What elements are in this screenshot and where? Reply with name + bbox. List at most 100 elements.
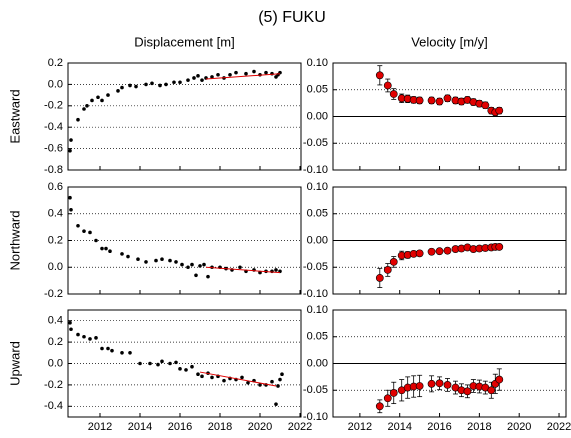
x-tick-label: 2014: [387, 421, 411, 433]
data-point: [148, 361, 152, 366]
plot-frame: [332, 309, 567, 418]
data-point: [238, 265, 242, 270]
data-point: [435, 97, 444, 106]
y-tick-label: 0.00: [307, 234, 328, 246]
data-point: [427, 247, 436, 256]
data-point: [186, 265, 190, 270]
data-point: [90, 98, 94, 103]
y-tick-label: 0.10: [307, 181, 328, 193]
data-point: [172, 80, 176, 85]
x-tick-label: 2020: [248, 421, 272, 433]
data-point: [240, 375, 244, 380]
data-point: [190, 364, 194, 369]
data-point: [100, 98, 104, 103]
data-point: [68, 148, 72, 153]
data-point: [389, 257, 398, 266]
y-tick-label: -0.05: [303, 384, 328, 396]
y-tick-label: -0.2: [44, 379, 63, 391]
data-point: [427, 96, 436, 105]
column-title: Displacement [m]: [134, 34, 234, 49]
fit-line: [205, 73, 281, 80]
y-tick-label: 0.4: [48, 208, 63, 220]
data-point: [69, 327, 73, 332]
data-point: [258, 383, 262, 387]
data-point: [192, 76, 196, 80]
y-tick-label: 0.0: [48, 78, 63, 90]
x-tick-label: 2012: [88, 421, 112, 433]
data-point: [244, 71, 248, 76]
data-point: [144, 260, 148, 264]
y-tick-label: -0.05: [303, 261, 328, 273]
data-point: [158, 83, 162, 88]
data-point: [190, 262, 194, 267]
data-point: [138, 361, 142, 366]
x-tick-label: 2022: [288, 421, 312, 433]
data-point: [415, 249, 424, 258]
y-tick-label: 0.05: [307, 208, 328, 220]
plot-frame: [67, 62, 302, 171]
fit-line: [199, 371, 277, 387]
x-tick-label: 2022: [547, 421, 571, 433]
data-point: [68, 321, 72, 325]
column-title: Velocity [m/y]: [411, 34, 488, 49]
data-point: [415, 382, 424, 390]
data-point: [495, 106, 504, 115]
data-point: [270, 379, 274, 384]
data-point: [96, 95, 100, 100]
y-tick-label: -0.4: [44, 400, 63, 412]
data-point: [234, 70, 238, 75]
y-tick-label: -0.05: [303, 137, 328, 149]
data-point: [435, 379, 444, 388]
data-point: [154, 258, 158, 263]
y-tick-label: 0.10: [307, 304, 328, 316]
data-point: [134, 84, 138, 89]
y-tick-label: -0.2: [44, 288, 63, 300]
data-point: [69, 207, 73, 212]
data-point: [196, 372, 200, 377]
y-tick-label: 0.10: [307, 57, 328, 69]
data-point: [194, 273, 198, 278]
data-point: [108, 249, 112, 253]
data-point: [160, 359, 164, 364]
data-point: [126, 254, 130, 259]
data-point: [76, 117, 80, 122]
data-point: [100, 246, 104, 251]
data-point: [186, 78, 190, 82]
data-point: [120, 351, 124, 355]
data-point: [82, 107, 86, 111]
data-point: [210, 75, 214, 79]
data-point: [216, 72, 220, 77]
data-point: [168, 258, 172, 263]
chart-title: (5) FUKU: [258, 9, 326, 26]
data-point: [375, 71, 384, 80]
data-point: [206, 274, 210, 279]
data-point: [88, 230, 92, 235]
y-tick-label: 0.2: [48, 336, 63, 348]
row-label: Upward: [7, 341, 22, 386]
y-tick-label: -0.10: [303, 411, 328, 423]
data-point: [252, 69, 256, 74]
data-point: [94, 336, 98, 340]
x-tick-label: 2018: [467, 421, 491, 433]
data-point: [174, 260, 178, 264]
data-point: [495, 243, 504, 251]
data-point: [196, 74, 200, 78]
data-point: [264, 70, 268, 75]
y-tick-label: -0.6: [44, 143, 63, 155]
x-tick-label: 2020: [507, 421, 531, 433]
data-point: [120, 85, 124, 90]
x-tick-label: 2016: [168, 421, 192, 433]
data-point: [375, 274, 384, 282]
data-point: [168, 361, 172, 366]
data-point: [164, 82, 168, 87]
y-tick-label: 0.00: [307, 357, 328, 369]
x-tick-label: 2016: [427, 421, 451, 433]
y-tick-label: 0.0: [48, 261, 63, 273]
data-point: [82, 334, 86, 339]
data-point: [210, 375, 214, 380]
data-point: [200, 374, 204, 379]
data-point: [150, 81, 154, 86]
row-label: Eastward: [7, 89, 22, 143]
